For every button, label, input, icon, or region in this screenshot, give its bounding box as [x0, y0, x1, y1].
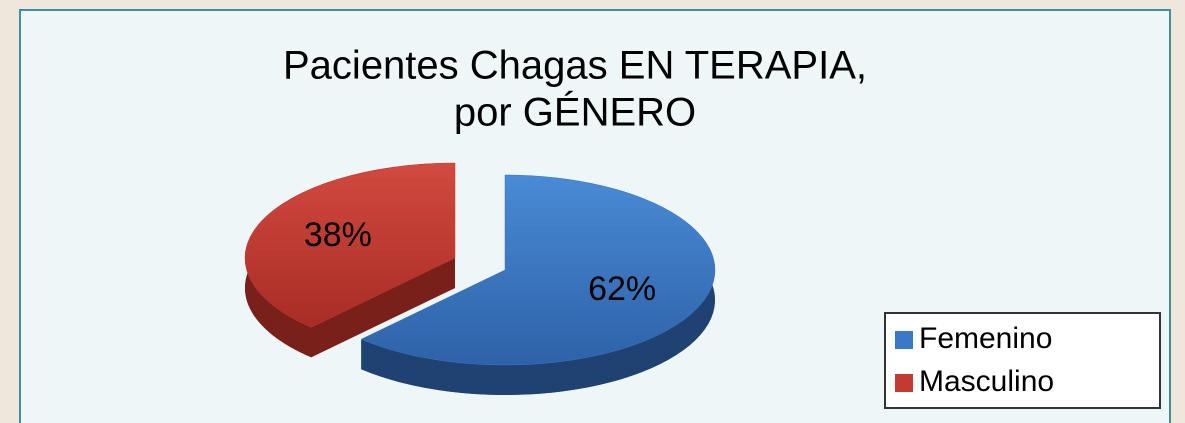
slice-side — [311, 258, 455, 358]
legend: Femenino Masculino — [895, 322, 1054, 398]
legend-swatch — [895, 331, 913, 349]
legend-label: Femenino — [919, 322, 1052, 355]
slice — [360, 174, 716, 366]
chart-title: Pacientes Chagas EN TERAPIA, — [283, 44, 867, 88]
legend-label: Masculino — [919, 365, 1054, 398]
data-label: 38% — [304, 216, 372, 254]
legend-box — [884, 312, 1161, 409]
legend-swatch — [895, 374, 913, 392]
data-label: 62% — [588, 270, 656, 308]
slice — [244, 162, 456, 328]
chart-title: por GÉNERO — [454, 90, 696, 135]
pie: 62% 38% — [244, 162, 716, 395]
slice-side — [361, 175, 716, 395]
